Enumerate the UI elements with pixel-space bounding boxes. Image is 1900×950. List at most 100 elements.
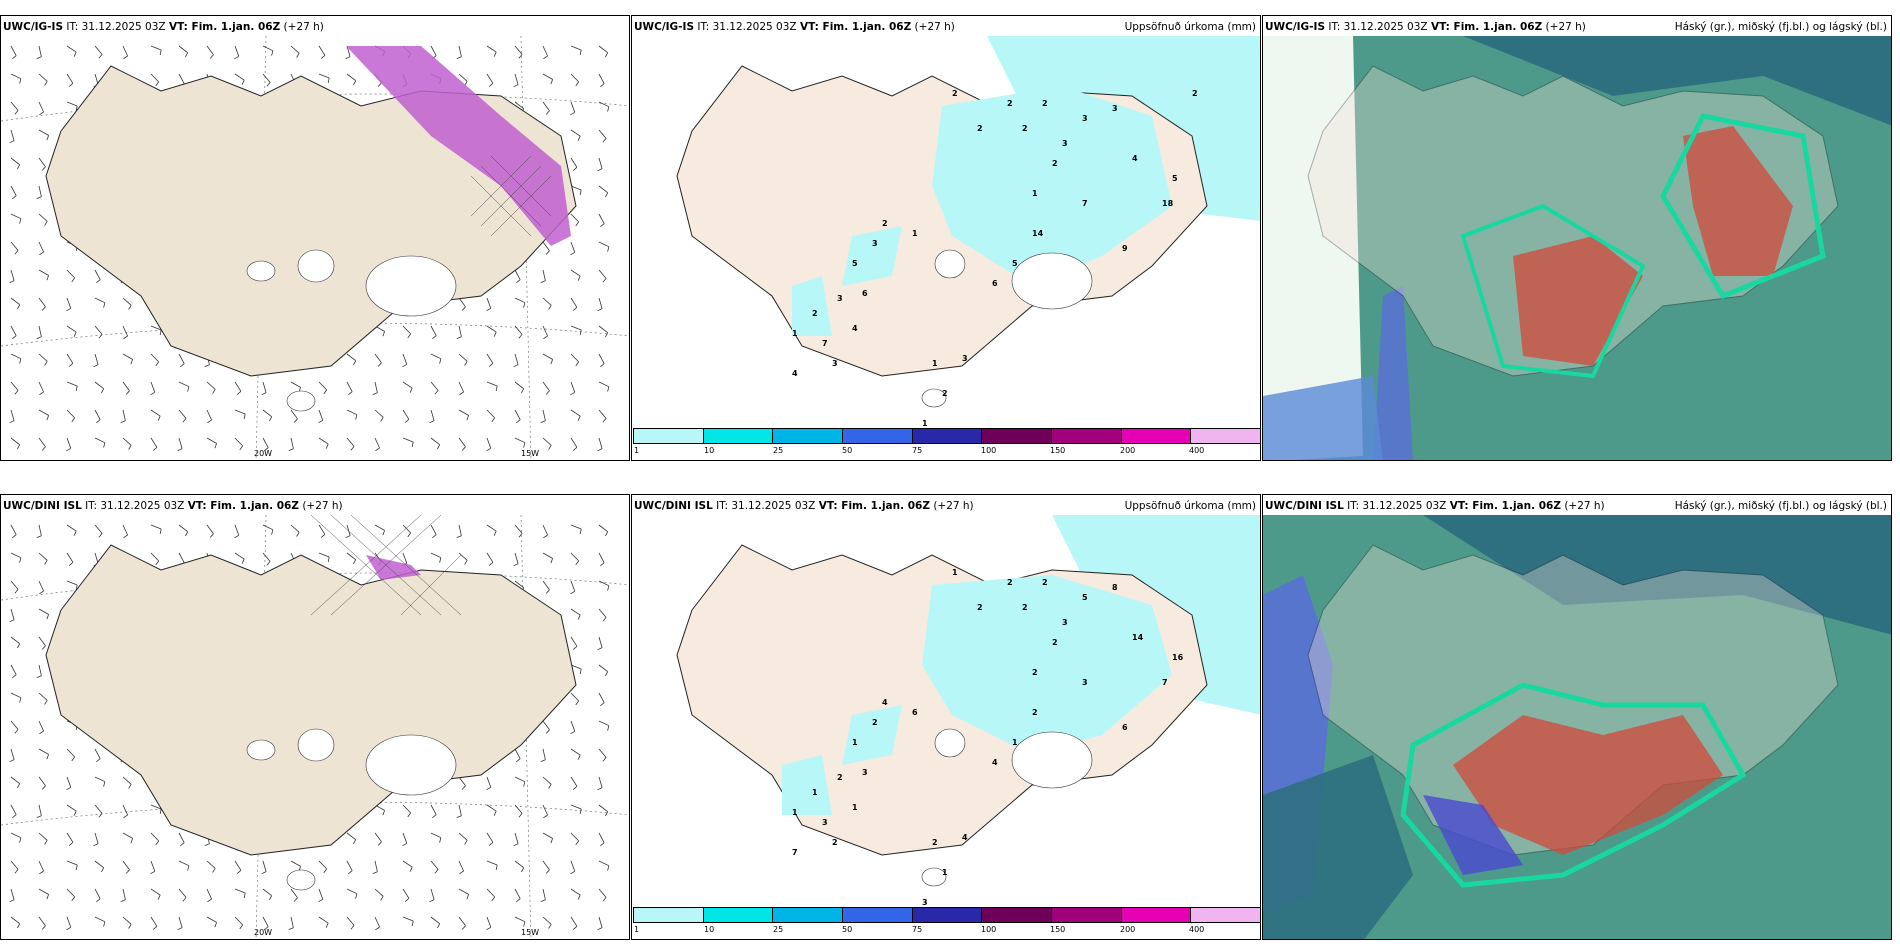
wind-barb — [598, 185, 608, 194]
wind-barb-flag — [493, 530, 497, 536]
wind-barb — [486, 776, 492, 788]
wind-barb-flag — [545, 729, 550, 734]
iceland-land — [45, 544, 577, 856]
wind-barb-flag — [46, 614, 49, 620]
colorbar-labels: 1 10 25 50 75 100 150 200 400 — [632, 446, 1260, 456]
wind-barb — [262, 888, 272, 897]
wind-barb-flag — [600, 223, 605, 228]
precip-value: 2 — [1052, 159, 1058, 168]
wind-barb — [290, 860, 301, 867]
wind-barb-flag — [66, 926, 72, 931]
wind-barb — [38, 437, 46, 448]
wind-barb — [318, 860, 327, 870]
wind-barb — [178, 437, 183, 449]
wind-barb-flag — [380, 896, 384, 901]
wind-barb — [598, 664, 608, 673]
wind-barb-flag — [261, 392, 267, 396]
wind-barb — [598, 776, 603, 788]
colorbar-cell — [703, 908, 774, 922]
wind-barb — [38, 45, 42, 57]
wind-barb-flag — [543, 814, 548, 819]
wind-barb — [38, 804, 42, 816]
wind-barb — [570, 748, 581, 756]
wind-barb — [598, 860, 610, 867]
wind-barb — [66, 73, 74, 84]
wind-barb-flag — [182, 418, 187, 423]
wind-barb-flag — [271, 50, 274, 56]
wind-barb-flag — [68, 562, 74, 566]
wind-barb-flag — [605, 192, 609, 198]
wind-barb-flag — [239, 924, 244, 930]
wind-barb-flag — [545, 869, 550, 874]
wind-barb — [206, 45, 214, 56]
wind-barb-flag — [543, 534, 548, 539]
wind-barb — [570, 804, 582, 810]
wind-barb-flag — [288, 448, 294, 451]
wind-barb-flag — [488, 363, 494, 367]
wind-barb — [262, 381, 267, 393]
wind-barb-flag — [605, 332, 609, 338]
precip-value: 7 — [822, 339, 828, 348]
wind-barb-flag — [17, 444, 21, 450]
wind-barb-flag — [348, 870, 353, 875]
wind-barb — [206, 888, 212, 900]
wind-barb-flag — [516, 758, 521, 763]
wind-barb-flag — [523, 442, 526, 448]
wind-barb — [290, 888, 298, 899]
wind-barb-flag — [180, 363, 185, 368]
wind-barb-flag — [128, 924, 132, 929]
colorbar-label: 200 — [1120, 925, 1136, 934]
wind-barb-flag — [101, 867, 105, 873]
wind-barb — [458, 381, 464, 393]
precip-value: 2 — [1032, 708, 1038, 717]
wind-barb-flag — [540, 759, 546, 762]
wind-barb — [346, 45, 351, 57]
wind-barb — [150, 353, 159, 363]
wind-barb-flag — [9, 420, 15, 424]
wind-barb — [514, 888, 521, 899]
wind-barb — [542, 580, 550, 591]
colorbar-label: 1 — [634, 446, 640, 455]
wind-barb — [66, 524, 77, 532]
wind-barb — [150, 832, 159, 842]
wind-barb-flag — [101, 388, 105, 394]
wind-barb — [38, 748, 49, 755]
wind-barb-flag — [461, 306, 466, 311]
wind-barb-flag — [269, 895, 273, 901]
wind-barb-flag — [269, 416, 273, 422]
wind-barb-flag — [607, 106, 610, 112]
wind-barb-flag — [212, 868, 216, 873]
wind-barb — [66, 45, 77, 53]
precip-panel-top: UWC/IG-IS IT: 31.12.2025 03Z VT: Fim. 1.… — [631, 15, 1261, 461]
wind-barb — [150, 45, 162, 51]
wind-barb-flag — [14, 110, 19, 115]
wind-barb — [598, 720, 610, 727]
wind-barb — [38, 608, 49, 615]
precip-value: 18 — [1162, 199, 1174, 208]
wind-barb — [430, 860, 439, 870]
wind-barb — [66, 437, 72, 449]
wind-barb-flag — [187, 865, 190, 871]
wind-barb-flag — [46, 135, 49, 141]
wind-barb — [38, 241, 44, 253]
wind-barb — [94, 804, 103, 814]
wind-barb — [94, 832, 99, 844]
wind-barb — [150, 888, 161, 896]
wind-barb-flag — [236, 391, 242, 395]
wind-barb — [150, 860, 156, 872]
wind-barb-flag — [548, 924, 552, 929]
wind-barb — [346, 916, 355, 926]
wind-barb — [430, 325, 437, 336]
wind-barb — [598, 409, 607, 419]
wind-barb-flag — [607, 865, 610, 871]
wind-barb-flag — [548, 305, 552, 310]
wind-barb-flag — [600, 562, 605, 567]
wind-barb-flag — [375, 926, 380, 931]
colorbar-cell — [1191, 429, 1260, 443]
wind-barb — [10, 157, 20, 166]
wind-barb-flag — [353, 80, 357, 86]
wind-barb-flag — [98, 334, 103, 339]
wind-barb-flag — [320, 55, 326, 59]
colorbar-label: 10 — [704, 446, 715, 455]
cloud-map — [1263, 36, 1891, 460]
